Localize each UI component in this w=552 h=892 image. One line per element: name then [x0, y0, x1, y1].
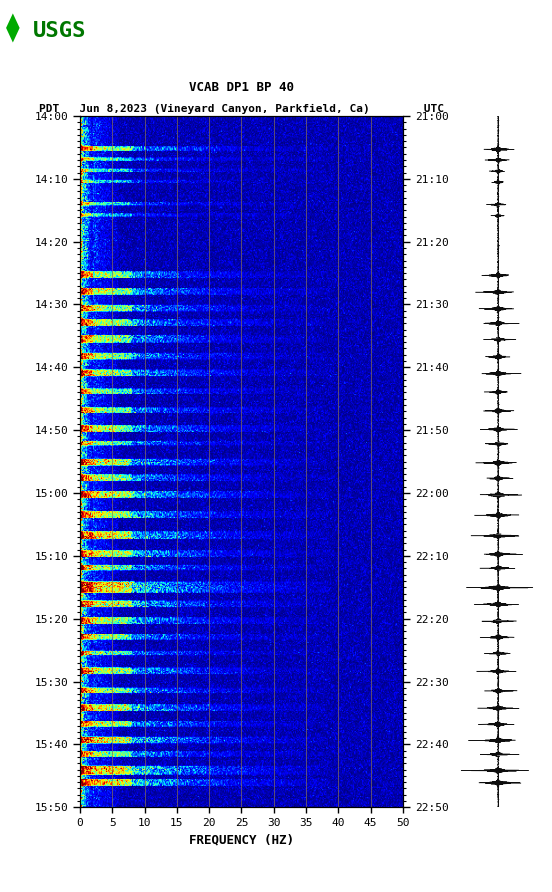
Text: VCAB DP1 BP 40: VCAB DP1 BP 40 — [189, 80, 294, 94]
X-axis label: FREQUENCY (HZ): FREQUENCY (HZ) — [189, 833, 294, 847]
Text: ⧫: ⧫ — [6, 14, 19, 43]
Text: PDT   Jun 8,2023 (Vineyard Canyon, Parkfield, Ca)        UTC: PDT Jun 8,2023 (Vineyard Canyon, Parkfie… — [39, 104, 444, 114]
Text: USGS: USGS — [33, 21, 87, 41]
